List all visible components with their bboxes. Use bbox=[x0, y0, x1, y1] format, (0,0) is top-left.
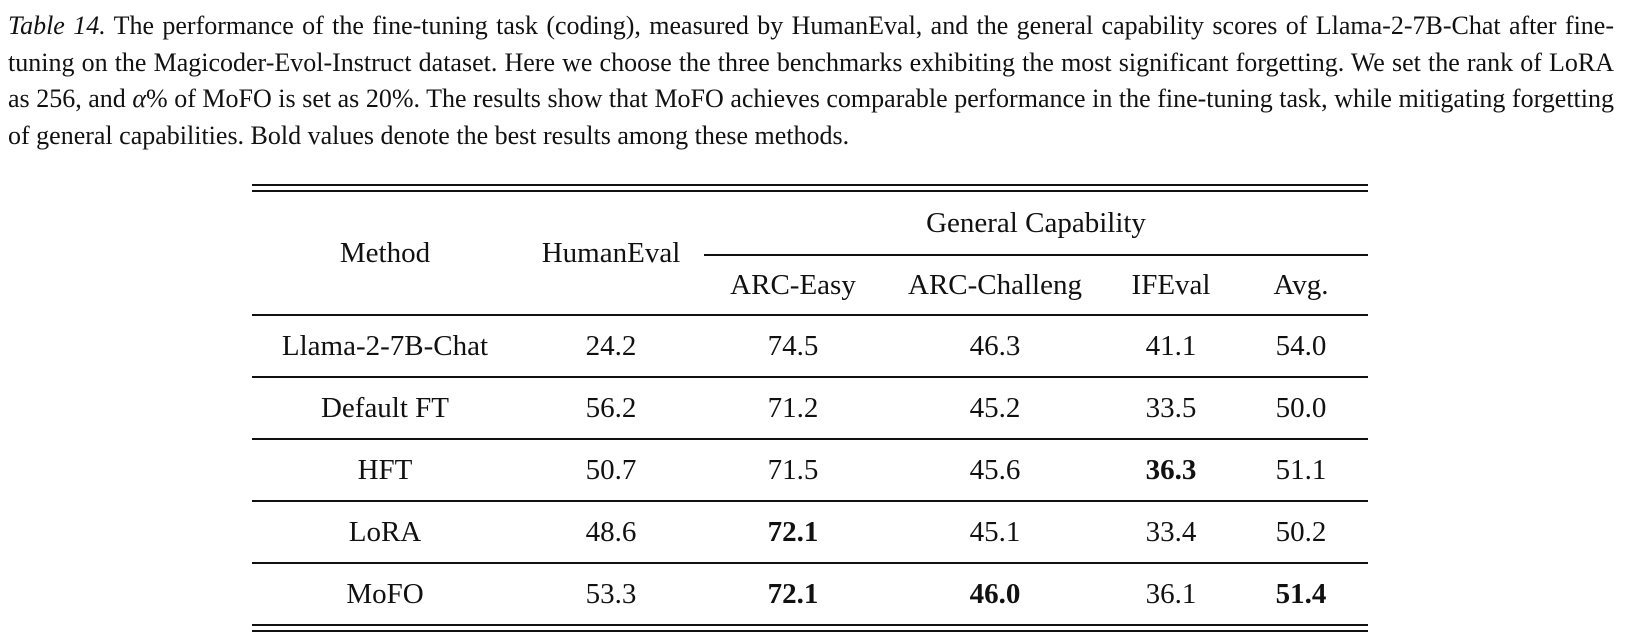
top-double-rule bbox=[252, 184, 1368, 192]
cell-value: 46.3 bbox=[882, 314, 1108, 377]
cell-value: 50.7 bbox=[518, 438, 704, 501]
cell-value: 53.3 bbox=[518, 562, 704, 624]
cell-value: 36.1 bbox=[1108, 562, 1234, 624]
table-row: Default FT 56.2 71.2 45.2 33.5 50.0 bbox=[252, 376, 1369, 439]
cell-value: 36.3 bbox=[1108, 438, 1234, 501]
cell-value: 56.2 bbox=[518, 376, 704, 439]
table-caption: Table 14. The performance of the fine-tu… bbox=[8, 8, 1614, 154]
header-humaneval: HumanEval bbox=[541, 236, 681, 269]
table-row: MoFO 53.3 72.1 46.0 36.1 51.4 bbox=[252, 562, 1369, 624]
table-body: Llama-2-7B-Chat 24.2 74.5 46.3 41.1 54.0 Defau… bbox=[252, 314, 1369, 624]
cell-value: 71.5 bbox=[704, 438, 882, 501]
table-row: LoRA 48.6 72.1 45.1 33.4 50.2 bbox=[252, 500, 1369, 563]
cell-method: HFT bbox=[252, 438, 518, 501]
caption-text-part1: The performance of the fine-tuning task … bbox=[8, 11, 1614, 113]
cell-value: 48.6 bbox=[518, 500, 704, 563]
cell-value: 50.0 bbox=[1234, 376, 1369, 439]
header-general-capability: General Capability bbox=[704, 192, 1369, 256]
cell-value: 45.2 bbox=[882, 376, 1108, 439]
cell-value: 72.1 bbox=[704, 562, 882, 624]
cell-value: 46.0 bbox=[882, 562, 1108, 624]
results-table: Method HumanEval General Capability ARC-… bbox=[252, 192, 1369, 624]
cell-value: 45.6 bbox=[882, 438, 1108, 501]
header-arc-challenge: ARC-Challeng bbox=[908, 268, 1082, 301]
header-ifeval: IFEval bbox=[1131, 268, 1211, 301]
cell-value: 45.1 bbox=[882, 500, 1108, 563]
cell-value: 71.2 bbox=[704, 376, 882, 439]
cell-value: 51.1 bbox=[1234, 438, 1369, 501]
caption-text-part2: % of MoFO is set as 20%. The results sho… bbox=[8, 84, 1614, 150]
header-avg: Avg. bbox=[1273, 268, 1329, 301]
cell-value: 41.1 bbox=[1108, 314, 1234, 377]
cell-value: 50.2 bbox=[1234, 500, 1369, 563]
results-table-container: Method HumanEval General Capability ARC-… bbox=[252, 184, 1369, 632]
cell-value: 74.5 bbox=[704, 314, 882, 377]
cell-method: MoFO bbox=[252, 562, 518, 624]
caption-alpha-symbol: α bbox=[132, 84, 146, 113]
cell-value: 54.0 bbox=[1234, 314, 1369, 377]
cell-value: 33.5 bbox=[1108, 376, 1234, 439]
bottom-double-rule bbox=[252, 624, 1368, 632]
table-row: HFT 50.7 71.5 45.6 36.3 51.1 bbox=[252, 438, 1369, 501]
cell-value: 51.4 bbox=[1234, 562, 1369, 624]
cell-value: 24.2 bbox=[518, 314, 704, 377]
table-row: Llama-2-7B-Chat 24.2 74.5 46.3 41.1 54.0 bbox=[252, 314, 1369, 377]
cell-value: 33.4 bbox=[1108, 500, 1234, 563]
cell-method: Llama-2-7B-Chat bbox=[252, 314, 518, 377]
cell-method: LoRA bbox=[252, 500, 518, 563]
cell-value: 72.1 bbox=[704, 500, 882, 563]
header-method: Method bbox=[339, 236, 431, 269]
header-arc-easy: ARC-Easy bbox=[730, 268, 856, 301]
cell-method: Default FT bbox=[252, 376, 518, 439]
caption-label: Table 14. bbox=[8, 11, 106, 40]
